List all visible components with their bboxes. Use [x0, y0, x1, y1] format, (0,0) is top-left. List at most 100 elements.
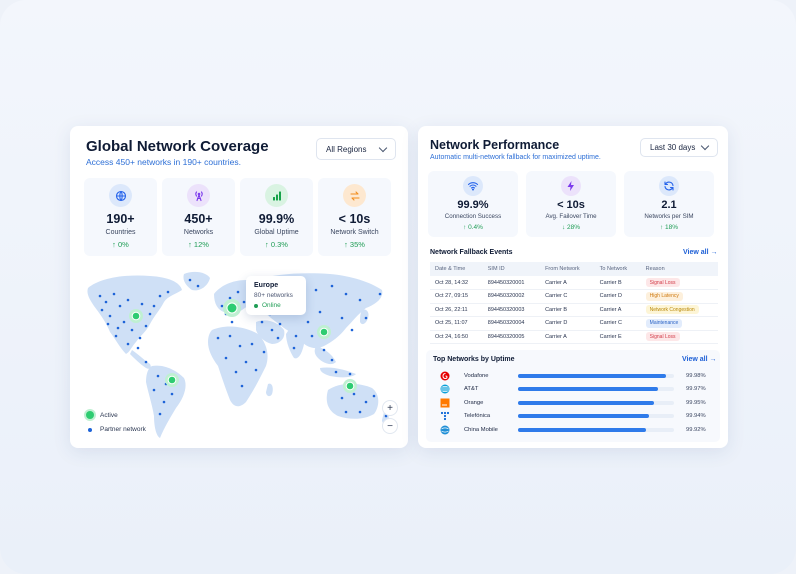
partner-network-dot[interactable]: [230, 320, 234, 324]
partner-network-dot[interactable]: [292, 346, 296, 350]
partner-network-dot[interactable]: [98, 294, 102, 298]
partner-network-dot[interactable]: [196, 284, 200, 288]
column-header: From Network: [540, 262, 595, 276]
uptime-value: 99.94%: [686, 413, 706, 420]
partner-network-dot[interactable]: [166, 290, 170, 294]
partner-network-dot[interactable]: [106, 322, 110, 326]
partner-network-dot[interactable]: [220, 304, 224, 308]
partner-network-dot[interactable]: [152, 388, 156, 392]
table-row[interactable]: Oct 28, 14:32 894450320001 Carrier A Carrie…: [430, 276, 718, 290]
partner-network-dot[interactable]: [352, 392, 356, 396]
partner-network-dot[interactable]: [254, 368, 258, 372]
table-row[interactable]: Oct 25, 11:07 894450320004 Carrier D Carrie…: [430, 316, 718, 331]
partner-network-dot[interactable]: [152, 304, 156, 308]
cell-sim: 894450320002: [482, 289, 541, 304]
uptime-bar: [518, 427, 674, 432]
partner-network-dot[interactable]: [306, 320, 310, 324]
active-region-marker[interactable]: [167, 375, 177, 385]
partner-network-dot[interactable]: [278, 322, 282, 326]
top-network-row[interactable]: Vodafone 99.98%: [430, 369, 718, 383]
partner-network-dot[interactable]: [330, 284, 334, 288]
top-network-row[interactable]: AT&T 99.97%: [430, 383, 718, 397]
partner-network-dot[interactable]: [250, 342, 254, 346]
partner-network-dot[interactable]: [260, 320, 264, 324]
partner-network-dot[interactable]: [238, 344, 242, 348]
partner-network-dot[interactable]: [188, 278, 192, 282]
active-region-marker[interactable]: [131, 311, 141, 321]
table-row[interactable]: Oct 27, 09:15 894450320002 Carrier C Carrie…: [430, 289, 718, 304]
partner-network-dot[interactable]: [340, 396, 344, 400]
partner-network-dot[interactable]: [358, 410, 362, 414]
active-region-marker[interactable]: [345, 381, 355, 391]
partner-network-dot[interactable]: [138, 336, 142, 340]
partner-network-dot[interactable]: [118, 304, 122, 308]
partner-network-dot[interactable]: [262, 350, 266, 354]
partner-network-dot[interactable]: [162, 400, 166, 404]
partner-network-dot[interactable]: [144, 324, 148, 328]
date-range-select[interactable]: Last 30 days: [640, 138, 718, 157]
partner-network-dot[interactable]: [240, 384, 244, 388]
partner-network-dot[interactable]: [276, 336, 280, 340]
top-networks-view-all-link[interactable]: View all →: [682, 356, 717, 363]
stat-label: Connection Success: [444, 213, 502, 220]
partner-network-dot[interactable]: [340, 316, 344, 320]
partner-network-dot[interactable]: [372, 394, 376, 398]
partner-network-dot[interactable]: [100, 308, 104, 312]
partner-network-dot[interactable]: [114, 334, 118, 338]
partner-network-dot[interactable]: [144, 360, 148, 364]
partner-network-dot[interactable]: [130, 328, 134, 332]
top-network-row[interactable]: Telefónica 99.94%: [430, 410, 718, 424]
partner-network-dot[interactable]: [348, 372, 352, 376]
partner-network-dot[interactable]: [228, 334, 232, 338]
partner-network-dot[interactable]: [156, 374, 160, 378]
partner-network-dot[interactable]: [116, 326, 120, 330]
partner-network-dot[interactable]: [334, 370, 338, 374]
partner-network-dot[interactable]: [158, 412, 162, 416]
partner-network-dot[interactable]: [310, 334, 314, 338]
active-region-marker[interactable]: [319, 327, 329, 337]
partner-network-dot[interactable]: [244, 360, 248, 364]
zoom-out-button[interactable]: −: [382, 418, 398, 434]
partner-network-dot[interactable]: [148, 312, 152, 316]
partner-network-dot[interactable]: [126, 298, 130, 302]
partner-network-dot[interactable]: [330, 358, 334, 362]
partner-network-dot[interactable]: [140, 302, 144, 306]
top-network-row[interactable]: China Mobile 99.92%: [430, 423, 718, 437]
partner-network-dot[interactable]: [270, 328, 274, 332]
partner-network-dot[interactable]: [228, 296, 232, 300]
partner-network-dot[interactable]: [158, 294, 162, 298]
active-region-marker[interactable]: [226, 302, 238, 314]
partner-network-dot[interactable]: [216, 336, 220, 340]
partner-network-dot[interactable]: [104, 300, 108, 304]
top-network-row[interactable]: Orange 99.95%: [430, 396, 718, 410]
stat-label: Network Switch: [330, 229, 379, 236]
partner-network-dot[interactable]: [364, 316, 368, 320]
partner-network-dot[interactable]: [344, 410, 348, 414]
partner-network-dot[interactable]: [126, 342, 130, 346]
partner-network-dot[interactable]: [350, 328, 354, 332]
table-row[interactable]: Oct 26, 22:11 894450320003 Carrier B Carrie…: [430, 303, 718, 317]
zoom-in-button[interactable]: +: [382, 400, 398, 416]
partner-network-dot[interactable]: [108, 314, 112, 318]
partner-network-dot[interactable]: [112, 292, 116, 296]
partner-network-dot[interactable]: [364, 400, 368, 404]
partner-network-dot[interactable]: [358, 298, 362, 302]
partner-network-dot[interactable]: [294, 334, 298, 338]
partner-network-dot[interactable]: [344, 292, 348, 296]
partner-network-dot[interactable]: [236, 290, 240, 294]
partner-network-dot[interactable]: [318, 310, 322, 314]
partner-network-dot[interactable]: [322, 348, 326, 352]
table-row[interactable]: Oct 24, 16:50 894450320005 Carrier A Carrie…: [430, 330, 718, 344]
partner-network-dot[interactable]: [170, 392, 174, 396]
region-select[interactable]: All Regions: [316, 138, 396, 160]
events-view-all-link[interactable]: View all →: [683, 249, 718, 256]
world-coverage-map[interactable]: [80, 266, 400, 444]
partner-network-dot[interactable]: [224, 356, 228, 360]
partner-network-dot[interactable]: [314, 288, 318, 292]
cell-sim: 894450320003: [482, 303, 541, 317]
partner-network-dot[interactable]: [242, 300, 246, 304]
partner-network-dot[interactable]: [234, 370, 238, 374]
partner-network-dot[interactable]: [122, 320, 126, 324]
partner-network-dot[interactable]: [378, 292, 382, 296]
partner-network-dot[interactable]: [136, 346, 140, 350]
